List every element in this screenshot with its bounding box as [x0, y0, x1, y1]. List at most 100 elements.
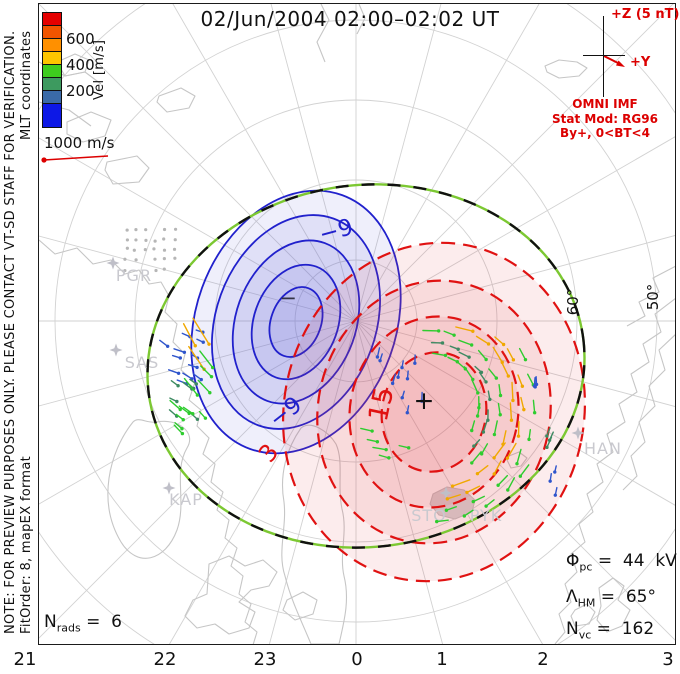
- mlt-axis-label-1: 1: [436, 649, 448, 670]
- velocity-vector-tail: [176, 379, 188, 385]
- coastline-path: [39, 239, 258, 644]
- station-label-sto: STO: [411, 506, 447, 525]
- echo-dot: [125, 246, 129, 250]
- echo-dot: [173, 256, 177, 260]
- velocity-vector-tail: [476, 465, 489, 475]
- coastlines: [39, 4, 675, 644]
- velocity-vector-tail: [502, 430, 507, 445]
- velocity-vector-tail: [167, 369, 180, 375]
- velocity-vector-tail: [455, 360, 467, 370]
- velocity-vector-tail: [485, 499, 495, 507]
- velocity-vector-tail: [488, 368, 498, 379]
- imf-y-label: +Y: [630, 55, 651, 70]
- velocity-vector-tail: [401, 390, 405, 399]
- velocity-vector-tail: [436, 519, 449, 523]
- velocity-vector-tail: [181, 332, 191, 338]
- velocity-vector-tail: [182, 406, 194, 415]
- velocity-vector-tail: [445, 506, 457, 511]
- stat-symbol: Λ: [566, 587, 578, 607]
- mlt-meridian: [39, 320, 357, 407]
- echo-dot: [144, 238, 148, 243]
- velocity-vector-tail: [532, 399, 536, 414]
- mlt-meridian: [355, 320, 675, 407]
- velocity-vector-tail: [528, 428, 532, 441]
- stat-subscript: pc: [579, 560, 593, 574]
- coastline-path: [626, 265, 675, 327]
- station-label-kap: KAP: [169, 490, 203, 509]
- imf-y-axis: [583, 55, 625, 57]
- radar-echo-dot-grid: [123, 227, 178, 273]
- mlt-meridian: [355, 235, 675, 322]
- echo-dot: [154, 268, 158, 273]
- velocity-vector-tail: [183, 377, 199, 396]
- velocity-vector-tail: [549, 473, 552, 482]
- velocity-vector-tail: [506, 442, 517, 459]
- mlt-meridian: [355, 320, 544, 644]
- velocity-vector-tail: [554, 465, 557, 473]
- velocity-vector-tail: [173, 348, 186, 353]
- mlt-meridian: [355, 136, 675, 322]
- velocity-vector-tail: [497, 474, 509, 486]
- velocity-vector-tail: [379, 353, 383, 362]
- positive-cell-contour: [380, 351, 488, 473]
- velocity-vector-tail: [463, 366, 474, 381]
- echo-dot: [153, 257, 157, 261]
- stat-value: = 65°: [595, 587, 656, 607]
- velocity-vector-tail: [458, 339, 473, 346]
- velocity-vector-tail: [366, 438, 379, 443]
- velocity-vector-tail: [401, 360, 404, 369]
- negative-cell-contour: [231, 239, 361, 405]
- echo-dot: [173, 227, 178, 231]
- colorbar-segment: [43, 52, 61, 65]
- mlt-meridian: [355, 320, 675, 641]
- imf-vector-arrow: [604, 56, 625, 67]
- echo-dot: [162, 248, 167, 252]
- velocity-vector-tail: [506, 348, 515, 361]
- negative-cell-contour: [211, 214, 381, 430]
- velocity-vector-tail: [406, 370, 409, 380]
- colorbar-segment: [43, 26, 61, 39]
- coastline-path: [184, 555, 318, 635]
- velocity-vector-tail: [546, 427, 551, 437]
- stat-symbol: N: [566, 619, 579, 639]
- colorbar-segment: [43, 39, 61, 52]
- velocity-vector-tail: [397, 370, 400, 378]
- velocity-vector-tail: [198, 410, 207, 419]
- imf-stat-model-label: Stat Mod: RG96: [552, 112, 658, 126]
- cell-center-marker: +: [414, 386, 435, 415]
- station-marker-sas: [109, 343, 123, 357]
- mlt-meridian: [172, 4, 357, 322]
- velocity-vector-tail: [455, 326, 474, 332]
- echo-dot: [125, 238, 130, 242]
- velocity-vector-tail: [168, 409, 178, 417]
- echo-dot: [132, 248, 136, 252]
- station-label-pyk: PYK: [470, 506, 503, 525]
- velocity-vector-tail: [518, 347, 527, 361]
- velocity-vector-tail: [398, 444, 410, 449]
- latitude-label: 50°: [644, 284, 662, 311]
- station-marker-pgr: [106, 256, 120, 270]
- station-marker-kap: [162, 481, 176, 495]
- station-marker-sto: [439, 486, 453, 500]
- velocity-vector-tail: [391, 373, 397, 385]
- echo-dot: [134, 258, 138, 262]
- velocity-vector-tail: [171, 354, 182, 359]
- coastline-path: [570, 577, 631, 633]
- stat-value: = 6: [80, 612, 122, 632]
- velocity-vector-tail: [447, 356, 459, 363]
- velocity-vector-tail: [520, 396, 525, 411]
- velocity-vector-tail: [473, 439, 481, 447]
- echo-dot: [134, 238, 138, 242]
- coastline-path: [622, 334, 675, 491]
- velocity-vector-tail: [178, 405, 190, 415]
- velocity-vector-tail: [482, 418, 489, 433]
- mlt-axis-label-0: 0: [351, 649, 363, 670]
- echo-dot: [173, 238, 177, 242]
- velocity-vector-tail: [516, 448, 522, 465]
- velocity-vector-tail: [187, 363, 198, 369]
- colorbar-tick-600: 600: [66, 30, 95, 48]
- mlt-meridian: [268, 320, 357, 644]
- velocity-vectors: [159, 317, 558, 524]
- coastline-path: [544, 59, 588, 79]
- station-label-sas: SAS: [125, 353, 160, 372]
